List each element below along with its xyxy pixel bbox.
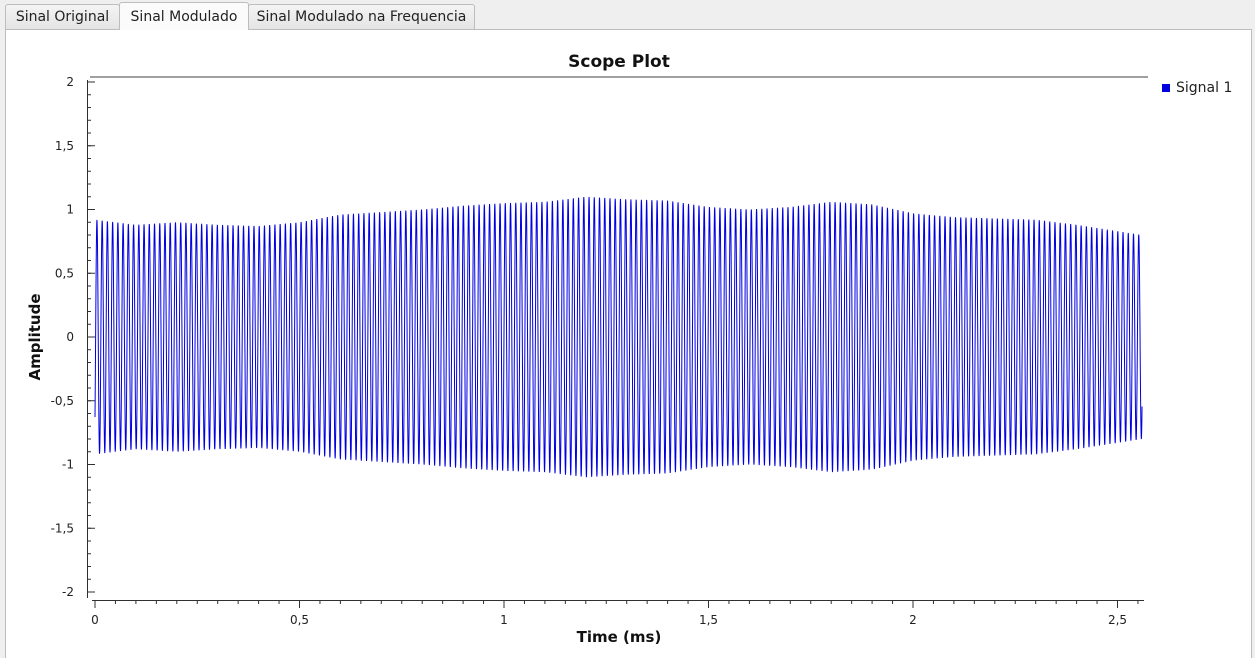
legend-label: Signal 1	[1176, 80, 1233, 96]
y-tick-label: 1,5	[55, 139, 74, 153]
tab-bar: Sinal Original Sinal Modulado Sinal Modu…	[0, 0, 1255, 30]
tab-sinal-modulado[interactable]: Sinal Modulado	[119, 2, 249, 30]
y-tick-label: 0,5	[55, 266, 74, 280]
y-tick-label: 2	[66, 75, 74, 89]
tab-sinal-modulado-frequencia[interactable]: Sinal Modulado na Frequencia	[248, 4, 475, 29]
x-tick-label: 2,5	[1108, 613, 1127, 627]
plot-axes: 2 1,5 1 0,5 0 -0,5 -1 -1,5 -2 0 0,5 1 1,5 2 2,5	[51, 75, 1148, 627]
tab-label: Sinal Original	[15, 9, 110, 25]
x-tick-label: 0,5	[290, 613, 309, 627]
plot-title: Scope Plot	[568, 52, 670, 72]
y-tick-label: -2	[62, 585, 74, 599]
y-axis-label: Amplitude	[26, 293, 44, 380]
tab-panel	[5, 29, 1252, 658]
x-axis-label: Time (ms)	[577, 628, 662, 646]
x-tick-label: 0	[91, 613, 99, 627]
y-tick-label: -0,5	[51, 394, 74, 408]
x-tick-label: 1,5	[699, 613, 718, 627]
tab-sinal-original[interactable]: Sinal Original	[5, 4, 120, 29]
y-tick-label: -1,5	[51, 521, 74, 535]
plot-legend[interactable]: Signal 1	[1162, 80, 1232, 96]
legend-swatch-icon	[1162, 84, 1170, 92]
y-tick-label: 0	[66, 330, 74, 344]
tab-label: Sinal Modulado na Frequencia	[256, 9, 467, 25]
tab-label: Sinal Modulado	[130, 8, 238, 25]
y-tick-label: -1	[62, 458, 74, 472]
x-tick-label: 2	[909, 613, 917, 627]
x-tick-label: 1	[500, 613, 508, 627]
y-tick-label: 1	[66, 203, 74, 217]
signal-1-line	[94, 196, 1143, 478]
